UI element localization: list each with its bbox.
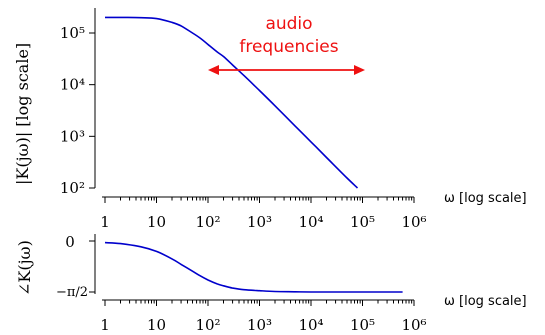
phase-y-label: ∠K(jω) [15,240,34,296]
magnitude-series-line [105,16,359,189]
phase-panel: 1 10 10² 10³ 10⁴ 10⁵ 10⁶ 0 −π/2 ∠K(jω) ω [log … [15,233,527,334]
phase-x-tick-label: 10² [195,316,220,334]
phase-y-tick-label-0: 0 [65,233,75,251]
magnitude-x-tick-label: 10⁴ [298,213,323,231]
magnitude-y-tick-label: 10³ [60,127,85,145]
phase-x-tick-label: 10⁶ [401,316,426,334]
magnitude-y-ticks [89,32,95,189]
magnitude-y-label: |K(jω)| [log scale] [13,43,32,185]
phase-series-line [104,241,403,293]
magnitude-y-tick-label: 10² [60,179,85,197]
magnitude-x-label: ω [log scale] [444,191,527,206]
audio-range-arrow [208,65,365,75]
audio-range-arrow-left-head [208,65,219,75]
phase-x-tick-label: 10³ [247,316,272,334]
magnitude-y-tick-label: 10⁴ [60,76,85,94]
magnitude-x-tick-labels: 1 10 10² 10³ 10⁴ 10⁵ 10⁶ [100,213,426,231]
phase-y-ticks [89,240,95,293]
magnitude-x-tick-label: 1 [100,213,110,231]
audio-annotation-line-2: frequencies [239,37,338,57]
magnitude-x-tick-label: 10³ [247,213,272,231]
magnitude-x-ticks [104,197,415,203]
phase-x-tick-label: 10⁵ [350,316,375,334]
magnitude-x-tick-label: 10⁶ [401,213,426,231]
audio-range-arrow-right-head [354,65,365,75]
phase-x-label: ω [log scale] [444,294,527,309]
magnitude-x-tick-label: 10 [147,213,166,231]
phase-y-tick-label-neg-pi-half: −π/2 [56,285,88,300]
phase-x-tick-label: 1 [100,316,110,334]
magnitude-panel: 1 10 10² 10³ 10⁴ 10⁵ 10⁶ 10² 10³ 10⁴ 10⁵ |K(jω)| … [13,8,527,231]
phase-x-tick-label: 10 [147,316,166,334]
phase-x-tick-labels: 1 10 10² 10³ 10⁴ 10⁵ 10⁶ [100,316,426,334]
magnitude-y-tick-label: 10⁵ [60,24,85,42]
magnitude-y-tick-labels: 10² 10³ 10⁴ 10⁵ [60,24,85,197]
audio-annotation-line-1: audio [265,14,312,34]
magnitude-x-tick-label: 10² [195,213,220,231]
magnitude-x-tick-label: 10⁵ [350,213,375,231]
phase-x-ticks [104,300,415,306]
phase-x-tick-label: 10⁴ [298,316,323,334]
